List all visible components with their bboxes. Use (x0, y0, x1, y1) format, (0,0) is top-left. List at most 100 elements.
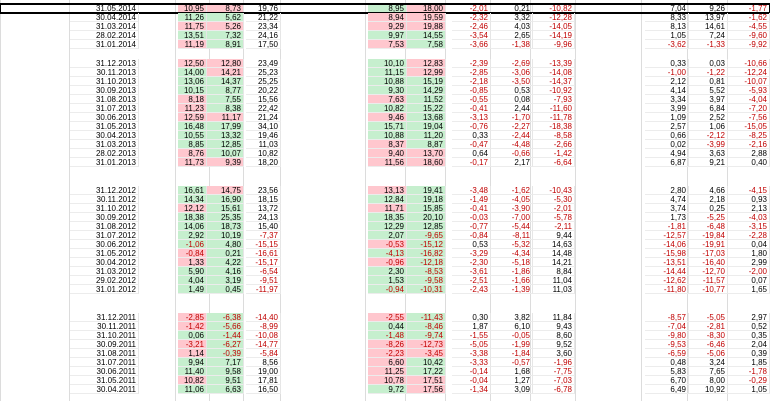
cell-d[interactable]: 15,71 (368, 122, 407, 131)
cell-c[interactable]: -15,15 (246, 240, 281, 249)
cell-e[interactable]: -11,43 (407, 313, 446, 322)
cell-a[interactable]: 11,23 (178, 104, 207, 113)
cell-f[interactable]: -3,66 (452, 40, 491, 49)
cell-d[interactable]: 10,78 (368, 376, 407, 385)
cell-j[interactable]: -5,06 (689, 349, 728, 358)
cell-g[interactable]: -8,11 (491, 231, 533, 240)
cell-e[interactable]: 15,22 (407, 104, 446, 113)
cell-b[interactable]: 9,51 (207, 376, 244, 385)
cell-d[interactable]: 9,72 (368, 385, 407, 394)
cell-g[interactable]: -2,44 (491, 131, 533, 140)
cell-date[interactable]: 30.04.2012 (70, 258, 139, 267)
cell-g[interactable]: 1,68 (491, 367, 533, 376)
cell-k[interactable]: 0,40 (728, 158, 770, 167)
cell-date[interactable]: 31.08.2012 (70, 222, 139, 231)
cell-f[interactable]: -0,76 (452, 122, 491, 131)
cell-j[interactable]: 7,24 (689, 31, 728, 40)
cell-j[interactable]: -10,77 (689, 285, 728, 294)
cell-c[interactable]: 10,82 (246, 149, 281, 158)
cell-h[interactable]: -5,30 (533, 195, 575, 204)
cell-b[interactable]: -6,38 (207, 313, 244, 322)
cell-g[interactable]: -1,86 (491, 267, 533, 276)
cell-d[interactable]: 7,53 (368, 40, 407, 49)
cell-b[interactable]: 5,26 (207, 22, 244, 31)
cell-date[interactable]: 31.07.2013 (70, 104, 139, 113)
cell-a[interactable]: 1,14 (178, 349, 207, 358)
cell-date[interactable]: 31.10.2012 (70, 204, 139, 213)
cell-j[interactable]: 3,24 (689, 358, 728, 367)
cell-e[interactable]: 17,51 (407, 376, 446, 385)
cell-k[interactable]: -4,55 (728, 22, 770, 31)
cell-f[interactable]: -2,30 (452, 258, 491, 267)
cell-b[interactable]: 4,16 (207, 267, 244, 276)
cell-b[interactable]: 7,55 (207, 95, 244, 104)
cell-k[interactable]: 1,05 (728, 385, 770, 394)
cell-i[interactable]: 1,05 (645, 31, 689, 40)
cell-a[interactable]: -2,85 (178, 313, 207, 322)
cell-i[interactable]: -9,80 (645, 331, 689, 340)
cell-i[interactable]: 2,80 (645, 186, 689, 195)
cell-f[interactable]: 1,87 (452, 322, 491, 331)
cell-a[interactable]: 8,18 (178, 95, 207, 104)
cell-e[interactable]: 17,56 (407, 385, 446, 394)
cell-i[interactable]: 4,74 (645, 195, 689, 204)
cell-i[interactable]: 3,99 (645, 104, 689, 113)
cell-b[interactable]: 13,32 (207, 131, 244, 140)
cell-c[interactable]: 15,56 (246, 95, 281, 104)
cell-a[interactable]: 8,76 (178, 149, 207, 158)
cell-j[interactable]: 0,03 (689, 59, 728, 68)
cell-c[interactable]: 24,16 (246, 31, 281, 40)
cell-c[interactable]: -5,84 (246, 349, 281, 358)
cell-b[interactable]: 25,35 (207, 213, 244, 222)
cell-a[interactable]: 0,06 (178, 331, 207, 340)
cell-b[interactable]: 4,22 (207, 258, 244, 267)
cell-f[interactable]: -2,51 (452, 276, 491, 285)
cell-d[interactable]: 11,71 (368, 204, 407, 213)
cell-e[interactable]: 13,70 (407, 149, 446, 158)
cell-h[interactable]: -11,78 (533, 113, 575, 122)
cell-h[interactable]: -5,78 (533, 213, 575, 222)
cell-b[interactable]: 7,17 (207, 358, 244, 367)
cell-date[interactable]: 31.07.2012 (70, 231, 139, 240)
cell-c[interactable]: 11,03 (246, 140, 281, 149)
cell-date[interactable]: 30.09.2012 (70, 213, 139, 222)
cell-i[interactable]: 0,48 (645, 358, 689, 367)
cell-k[interactable]: -12,24 (728, 68, 770, 77)
cell-c[interactable]: 25,25 (246, 77, 281, 86)
cell-g[interactable]: -1,62 (491, 186, 533, 195)
cell-c[interactable]: 16,50 (246, 385, 281, 394)
cell-date[interactable]: 31.01.2012 (70, 285, 139, 294)
cell-date[interactable]: 30.11.2013 (70, 68, 139, 77)
cell-k[interactable]: 0,35 (728, 331, 770, 340)
cell-h[interactable]: -7,75 (533, 367, 575, 376)
cell-j[interactable]: -19,84 (689, 231, 728, 240)
cell-g[interactable]: 0,08 (491, 95, 533, 104)
cell-d[interactable]: 18,35 (368, 213, 407, 222)
cell-f[interactable]: -0,55 (452, 95, 491, 104)
cell-a[interactable]: -3,21 (178, 340, 207, 349)
cell-h[interactable]: 11,03 (533, 285, 575, 294)
cell-i[interactable]: 6,87 (645, 158, 689, 167)
cell-k[interactable]: -3,15 (728, 222, 770, 231)
cell-f[interactable]: -0,41 (452, 204, 491, 213)
cell-date[interactable]: 31.05.2011 (70, 376, 139, 385)
cell-i[interactable]: -7,04 (645, 322, 689, 331)
cell-i[interactable]: 5,83 (645, 367, 689, 376)
cell-f[interactable]: 0,33 (452, 131, 491, 140)
cell-h[interactable]: -2,66 (533, 140, 575, 149)
cell-date[interactable]: 31.01.2014 (70, 40, 139, 49)
cell-h[interactable]: -9,96 (533, 40, 575, 49)
cell-k[interactable]: -4,04 (728, 95, 770, 104)
cell-i[interactable]: 0,02 (645, 140, 689, 149)
cell-g[interactable]: -1,66 (491, 276, 533, 285)
cell-h[interactable]: -2,11 (533, 222, 575, 231)
cell-e[interactable]: -10,31 (407, 285, 446, 294)
cell-j[interactable]: -1,22 (689, 68, 728, 77)
cell-date[interactable]: 29.02.2012 (70, 276, 139, 285)
cell-d[interactable]: 7,63 (368, 95, 407, 104)
cell-c[interactable]: -11,97 (246, 285, 281, 294)
cell-a[interactable]: 14,34 (178, 195, 207, 204)
cell-j[interactable]: 2,52 (689, 113, 728, 122)
cell-j[interactable]: -3,99 (689, 140, 728, 149)
cell-b[interactable]: 16,90 (207, 195, 244, 204)
